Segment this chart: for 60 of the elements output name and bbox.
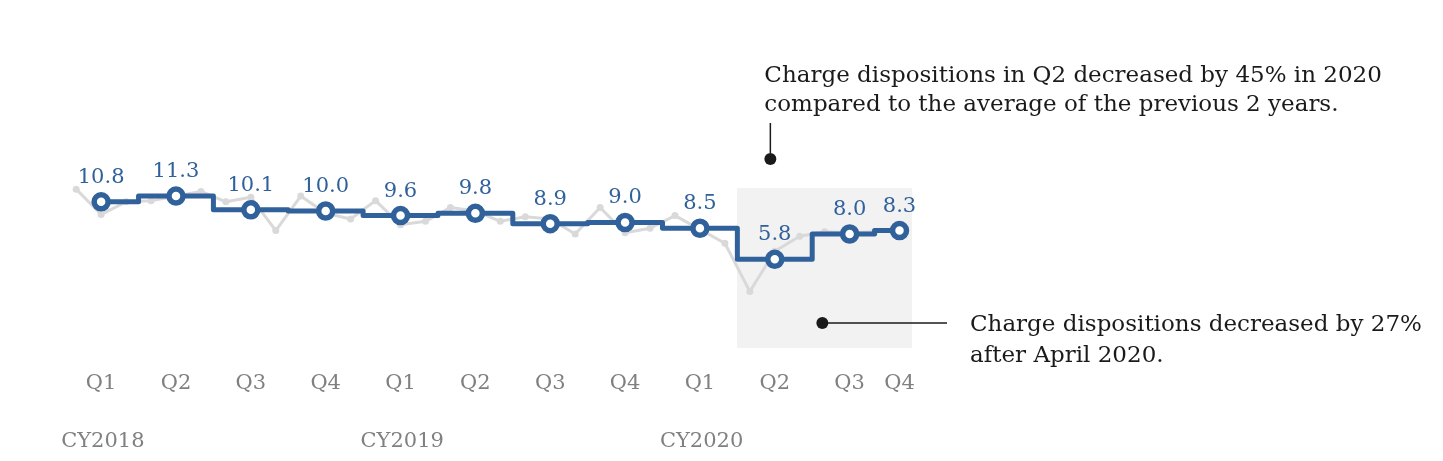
point xyxy=(315,201,336,221)
data-label: 10.8 xyxy=(77,163,125,188)
point xyxy=(372,197,380,205)
point xyxy=(166,186,186,206)
data-label: 10.0 xyxy=(302,172,350,197)
text: CY2018 xyxy=(61,428,145,452)
point xyxy=(465,203,486,224)
data-label: 8.5 xyxy=(683,190,717,215)
point xyxy=(671,212,679,220)
x-tick-label: Q1 xyxy=(85,370,117,395)
point xyxy=(247,193,255,201)
text: Charge dispositions in Q2 decreased by 45% in 2020 compared to the average of the previous 2 years. xyxy=(764,61,1382,116)
point xyxy=(91,192,111,212)
data-label: 5.8 xyxy=(758,221,792,246)
point xyxy=(765,249,785,270)
x-tick-label: Q4 xyxy=(609,370,641,395)
x-tick-label: Q3 xyxy=(235,370,267,395)
data-label: 9.6 xyxy=(383,177,418,202)
x-tick-label: Q3 xyxy=(834,370,865,395)
x-tick-label: Q4 xyxy=(884,370,915,395)
x-tick-label: Q1 xyxy=(684,370,716,395)
text: CY2019 xyxy=(360,428,444,452)
point xyxy=(197,187,205,195)
point xyxy=(297,192,305,200)
point xyxy=(796,232,804,240)
point xyxy=(347,215,355,223)
text: CY2020 xyxy=(659,428,744,452)
x-tick-label: Q2 xyxy=(160,370,192,395)
point xyxy=(97,210,105,218)
point xyxy=(615,212,635,233)
point xyxy=(889,220,910,241)
x-tick-label: Q1 xyxy=(385,370,416,395)
data-label: 9.8 xyxy=(458,175,493,200)
point xyxy=(390,205,411,226)
x-tick-label: Q4 xyxy=(310,370,341,395)
point xyxy=(496,217,504,225)
data-label: 8.0 xyxy=(832,195,867,220)
point xyxy=(421,217,429,225)
point xyxy=(690,218,710,238)
data-label: 9.0 xyxy=(608,184,642,209)
data-label: 8.9 xyxy=(533,185,567,210)
data-label: 8.3 xyxy=(882,192,917,217)
point xyxy=(839,224,860,244)
data-label: 11.3 xyxy=(152,158,200,182)
point xyxy=(521,213,529,221)
text: Charge dispositions decreased by 27% after April 2020. xyxy=(970,310,1422,367)
x-tick-label: Q2 xyxy=(460,370,491,395)
data-label: 10.1 xyxy=(227,171,275,196)
point xyxy=(721,239,729,247)
point xyxy=(272,227,280,235)
point xyxy=(72,185,80,193)
point xyxy=(646,224,654,232)
point xyxy=(446,204,454,212)
point xyxy=(222,198,230,206)
point xyxy=(596,204,604,212)
x-tick-label: Q2 xyxy=(759,370,791,395)
point xyxy=(241,200,261,220)
x-tick-label: Q3 xyxy=(534,370,566,395)
point xyxy=(571,230,579,238)
point xyxy=(540,213,560,234)
